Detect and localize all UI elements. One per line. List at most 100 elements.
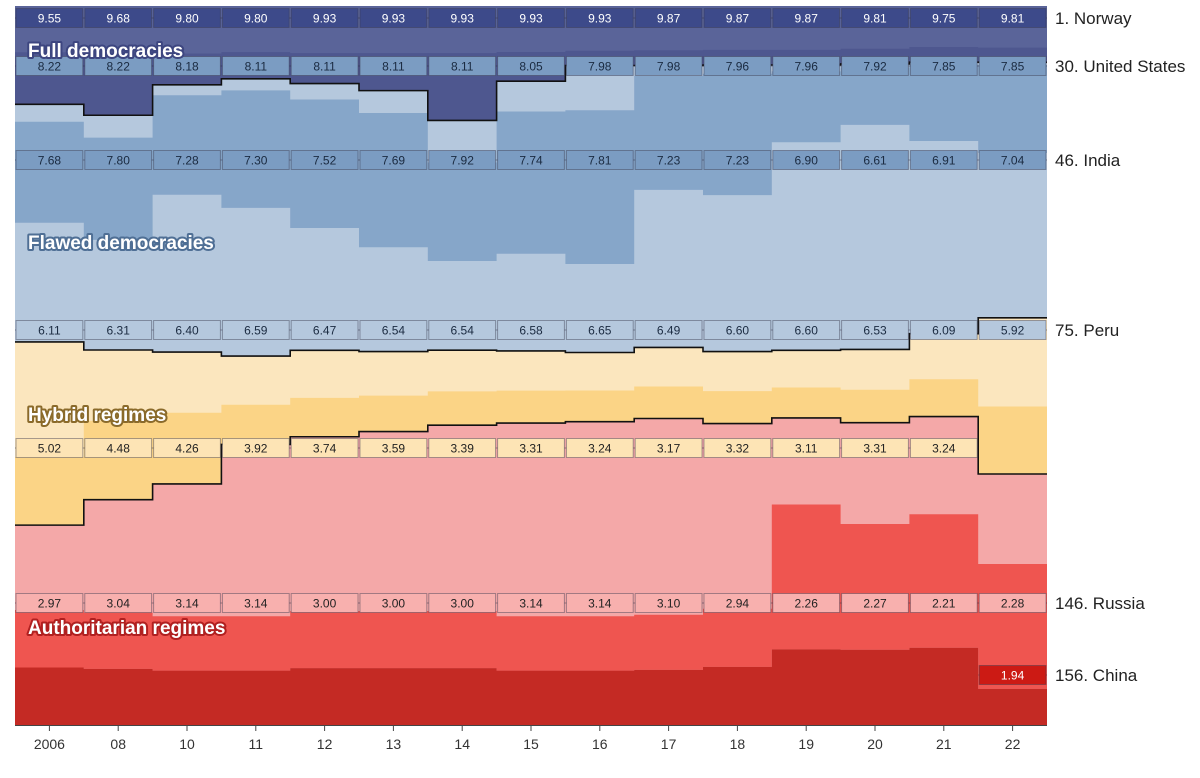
value-label: 2.97	[38, 597, 62, 611]
x-tick-label: 22	[1005, 736, 1021, 752]
x-tick-label: 13	[386, 736, 402, 752]
value-box	[841, 320, 909, 340]
value-label: 3.74	[313, 442, 337, 456]
value-box	[497, 8, 565, 28]
value-label: 8.11	[382, 60, 405, 74]
value-label: 6.58	[519, 324, 543, 338]
value-box	[909, 8, 978, 28]
value-label: 7.28	[175, 154, 199, 168]
value-label: 3.14	[588, 597, 612, 611]
value-box	[221, 320, 290, 340]
value-label: 1.94	[1001, 669, 1025, 683]
x-tick-label: 17	[661, 736, 677, 752]
value-label: 6.65	[588, 324, 612, 338]
value-label: 2.21	[932, 597, 956, 611]
value-label: 3.10	[657, 597, 681, 611]
value-label: 8.11	[313, 60, 336, 74]
value-box	[497, 56, 565, 76]
value-label: 2.94	[726, 597, 750, 611]
value-label: 9.93	[588, 12, 612, 26]
value-label: 3.24	[588, 442, 612, 456]
value-label: 8.11	[245, 60, 268, 74]
x-tick-label: 16	[592, 736, 608, 752]
value-label: 7.96	[726, 60, 750, 74]
value-box	[84, 150, 153, 170]
value-box	[153, 320, 221, 340]
value-label: 7.92	[451, 154, 475, 168]
value-box	[290, 150, 359, 170]
value-box	[84, 593, 153, 613]
value-box	[565, 320, 634, 340]
value-box	[153, 150, 221, 170]
value-box	[909, 593, 978, 613]
value-box	[703, 8, 772, 28]
value-label: 3.11	[795, 442, 818, 456]
value-label: 3.92	[244, 442, 268, 456]
value-box	[153, 438, 221, 458]
value-box	[703, 438, 772, 458]
value-box	[978, 150, 1047, 170]
value-box	[841, 150, 909, 170]
value-label: 3.04	[107, 597, 131, 611]
x-tick-label: 19	[798, 736, 814, 752]
value-box	[84, 56, 153, 76]
value-label: 5.02	[38, 442, 62, 456]
value-box	[565, 56, 634, 76]
value-box	[290, 56, 359, 76]
value-box	[428, 438, 497, 458]
value-box	[634, 56, 703, 76]
value-label: 7.80	[107, 154, 131, 168]
value-box	[978, 56, 1047, 76]
value-box	[772, 150, 841, 170]
value-label: 3.59	[382, 442, 406, 456]
band-label: Flawed democracies	[28, 233, 214, 254]
value-label: 5.92	[1001, 324, 1025, 338]
value-box	[703, 320, 772, 340]
value-label: 2.26	[795, 597, 819, 611]
value-box	[15, 320, 84, 340]
value-label: 9.87	[657, 12, 681, 26]
value-label: 7.23	[726, 154, 750, 168]
country-labels: 1. Norway 30. United States 46. India 75. P…	[1055, 9, 1185, 685]
value-label: 3.39	[451, 442, 475, 456]
value-box	[153, 8, 221, 28]
boundary-6	[15, 317, 1047, 357]
value-label: 9.68	[107, 12, 131, 26]
value-box	[428, 320, 497, 340]
value-label: 8.22	[107, 60, 131, 74]
value-label: 6.47	[313, 324, 337, 338]
value-box	[772, 438, 841, 458]
value-label: 7.98	[657, 60, 681, 74]
value-label: 6.61	[863, 154, 887, 168]
x-axis: 2006 08 10 11 12 13 14 15 16 17 18 19 20 21 22	[15, 725, 1047, 752]
value-box	[290, 438, 359, 458]
x-tick-label: 21	[936, 736, 952, 752]
value-label: 8.22	[38, 60, 62, 74]
value-box	[15, 150, 84, 170]
value-label: 9.81	[863, 12, 887, 26]
value-box	[634, 8, 703, 28]
value-box	[428, 593, 497, 613]
value-box	[634, 150, 703, 170]
value-label: 6.60	[795, 324, 819, 338]
value-box	[909, 438, 978, 458]
value-box	[634, 320, 703, 340]
value-label: 9.93	[451, 12, 475, 26]
value-box	[909, 150, 978, 170]
x-tick-label: 15	[523, 736, 539, 752]
value-box	[909, 320, 978, 340]
value-label: 6.91	[932, 154, 956, 168]
value-label: 3.14	[519, 597, 543, 611]
value-label: 9.93	[313, 12, 337, 26]
value-label: 3.17	[657, 442, 681, 456]
value-label: 7.04	[1001, 154, 1025, 168]
value-box	[978, 320, 1047, 340]
value-box	[153, 593, 221, 613]
value-box	[84, 8, 153, 28]
value-label: 8.18	[175, 60, 199, 74]
value-box	[634, 438, 703, 458]
value-box	[359, 320, 428, 340]
value-label: 7.92	[863, 60, 887, 74]
stratum-4	[15, 647, 1047, 725]
value-label: 7.52	[313, 154, 337, 168]
